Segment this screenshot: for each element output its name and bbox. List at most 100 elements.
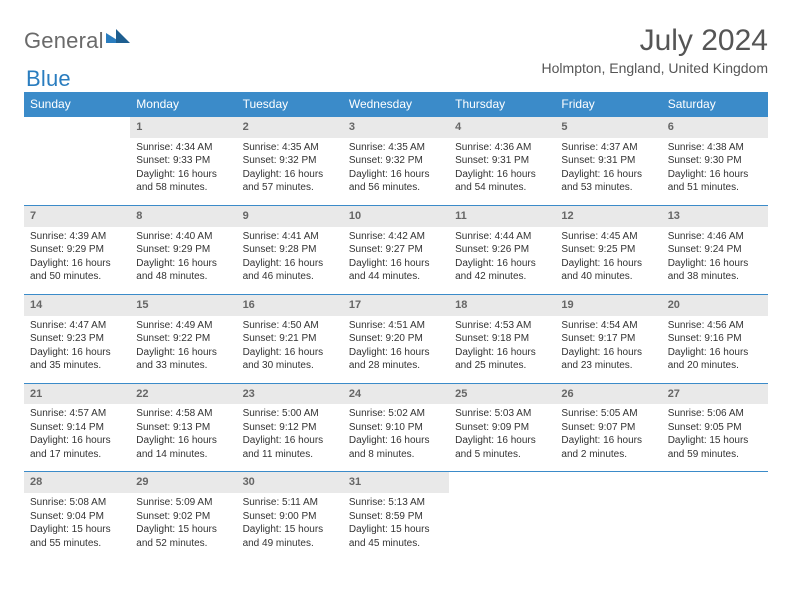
daylight-text: Daylight: 15 hours and 59 minutes. [668,434,762,461]
sunset-text: Sunset: 9:00 PM [243,510,337,524]
sunset-text: Sunset: 9:12 PM [243,421,337,435]
weekday-header-row: Sunday Monday Tuesday Wednesday Thursday… [24,92,768,117]
day-number-cell: 30 [237,472,343,493]
sunset-text: Sunset: 9:29 PM [136,243,230,257]
daylight-text: Daylight: 16 hours and 33 minutes. [136,346,230,373]
sunset-text: Sunset: 9:05 PM [668,421,762,435]
sunrise-text: Sunrise: 4:56 AM [668,319,762,333]
day-info-cell: Sunrise: 4:57 AMSunset: 9:14 PMDaylight:… [24,404,130,472]
day-number-cell [662,472,768,493]
day-info-cell: Sunrise: 4:41 AMSunset: 9:28 PMDaylight:… [237,227,343,295]
day-number-row: 123456 [24,117,768,138]
sunrise-text: Sunrise: 4:38 AM [668,141,762,155]
day-number-cell: 7 [24,205,130,226]
day-info-cell: Sunrise: 5:02 AMSunset: 9:10 PMDaylight:… [343,404,449,472]
sunrise-text: Sunrise: 5:02 AM [349,407,443,421]
location-text: Holmpton, England, United Kingdom [542,60,768,76]
daylight-text: Daylight: 16 hours and 11 minutes. [243,434,337,461]
day-info-cell: Sunrise: 5:05 AMSunset: 9:07 PMDaylight:… [555,404,661,472]
day-info-cell: Sunrise: 4:51 AMSunset: 9:20 PMDaylight:… [343,316,449,384]
day-number-cell: 17 [343,294,449,315]
day-info-cell: Sunrise: 5:13 AMSunset: 8:59 PMDaylight:… [343,493,449,560]
daylight-text: Daylight: 16 hours and 57 minutes. [243,168,337,195]
sunrise-text: Sunrise: 4:58 AM [136,407,230,421]
daylight-text: Daylight: 16 hours and 44 minutes. [349,257,443,284]
sunrise-text: Sunrise: 4:41 AM [243,230,337,244]
sunset-text: Sunset: 9:28 PM [243,243,337,257]
sunset-text: Sunset: 9:32 PM [243,154,337,168]
day-number-cell: 28 [24,472,130,493]
day-number-cell: 19 [555,294,661,315]
sunrise-text: Sunrise: 5:00 AM [243,407,337,421]
day-number-cell [555,472,661,493]
sunset-text: Sunset: 9:17 PM [561,332,655,346]
sunrise-text: Sunrise: 4:46 AM [668,230,762,244]
daylight-text: Daylight: 16 hours and 23 minutes. [561,346,655,373]
day-info-cell: Sunrise: 4:39 AMSunset: 9:29 PMDaylight:… [24,227,130,295]
day-number-cell [24,117,130,138]
day-info-cell: Sunrise: 4:35 AMSunset: 9:32 PMDaylight:… [237,138,343,206]
daylight-text: Daylight: 16 hours and 54 minutes. [455,168,549,195]
day-info-cell: Sunrise: 4:40 AMSunset: 9:29 PMDaylight:… [130,227,236,295]
day-info-cell: Sunrise: 5:09 AMSunset: 9:02 PMDaylight:… [130,493,236,560]
daylight-text: Daylight: 16 hours and 46 minutes. [243,257,337,284]
sunrise-text: Sunrise: 4:51 AM [349,319,443,333]
daylight-text: Daylight: 16 hours and 51 minutes. [668,168,762,195]
day-number-cell: 21 [24,383,130,404]
sunset-text: Sunset: 9:33 PM [136,154,230,168]
day-info-cell: Sunrise: 4:35 AMSunset: 9:32 PMDaylight:… [343,138,449,206]
day-number-cell: 15 [130,294,236,315]
day-number-cell: 22 [130,383,236,404]
sunset-text: Sunset: 9:26 PM [455,243,549,257]
day-info-cell: Sunrise: 4:38 AMSunset: 9:30 PMDaylight:… [662,138,768,206]
daylight-text: Daylight: 16 hours and 28 minutes. [349,346,443,373]
day-info-row: Sunrise: 4:39 AMSunset: 9:29 PMDaylight:… [24,227,768,295]
sunrise-text: Sunrise: 5:05 AM [561,407,655,421]
weekday-header: Friday [555,92,661,117]
sunrise-text: Sunrise: 4:34 AM [136,141,230,155]
day-number-row: 28293031 [24,472,768,493]
weekday-header: Thursday [449,92,555,117]
day-number-cell: 9 [237,205,343,226]
day-number-cell: 18 [449,294,555,315]
sunrise-text: Sunrise: 4:37 AM [561,141,655,155]
day-number-cell: 12 [555,205,661,226]
sunrise-text: Sunrise: 4:35 AM [349,141,443,155]
sunset-text: Sunset: 9:18 PM [455,332,549,346]
day-info-cell [24,138,130,206]
sunset-text: Sunset: 9:14 PM [30,421,124,435]
logo-word1: General [24,28,104,54]
sunrise-text: Sunrise: 4:53 AM [455,319,549,333]
day-number-cell: 24 [343,383,449,404]
daylight-text: Daylight: 16 hours and 48 minutes. [136,257,230,284]
sunset-text: Sunset: 9:31 PM [455,154,549,168]
logo: General [24,18,132,54]
day-info-cell: Sunrise: 5:11 AMSunset: 9:00 PMDaylight:… [237,493,343,560]
sunrise-text: Sunrise: 4:49 AM [136,319,230,333]
day-number-cell: 25 [449,383,555,404]
sunrise-text: Sunrise: 4:50 AM [243,319,337,333]
daylight-text: Daylight: 16 hours and 50 minutes. [30,257,124,284]
daylight-text: Daylight: 16 hours and 14 minutes. [136,434,230,461]
day-number-cell: 23 [237,383,343,404]
sunset-text: Sunset: 9:07 PM [561,421,655,435]
sunset-text: Sunset: 9:21 PM [243,332,337,346]
day-info-cell: Sunrise: 4:44 AMSunset: 9:26 PMDaylight:… [449,227,555,295]
daylight-text: Daylight: 16 hours and 40 minutes. [561,257,655,284]
day-number-cell: 6 [662,117,768,138]
day-number-cell: 27 [662,383,768,404]
day-info-row: Sunrise: 4:57 AMSunset: 9:14 PMDaylight:… [24,404,768,472]
sunset-text: Sunset: 9:20 PM [349,332,443,346]
sunrise-text: Sunrise: 4:35 AM [243,141,337,155]
day-info-cell: Sunrise: 4:36 AMSunset: 9:31 PMDaylight:… [449,138,555,206]
daylight-text: Daylight: 16 hours and 2 minutes. [561,434,655,461]
title-block: July 2024 Holmpton, England, United King… [542,18,768,82]
day-info-cell: Sunrise: 5:08 AMSunset: 9:04 PMDaylight:… [24,493,130,560]
day-number-cell: 11 [449,205,555,226]
day-info-cell [555,493,661,560]
day-number-cell: 13 [662,205,768,226]
day-info-cell: Sunrise: 4:50 AMSunset: 9:21 PMDaylight:… [237,316,343,384]
day-info-row: Sunrise: 4:34 AMSunset: 9:33 PM Daylight:… [24,138,768,206]
daylight-text: Daylight: 15 hours and 49 minutes. [243,523,337,550]
day-number-cell [449,472,555,493]
